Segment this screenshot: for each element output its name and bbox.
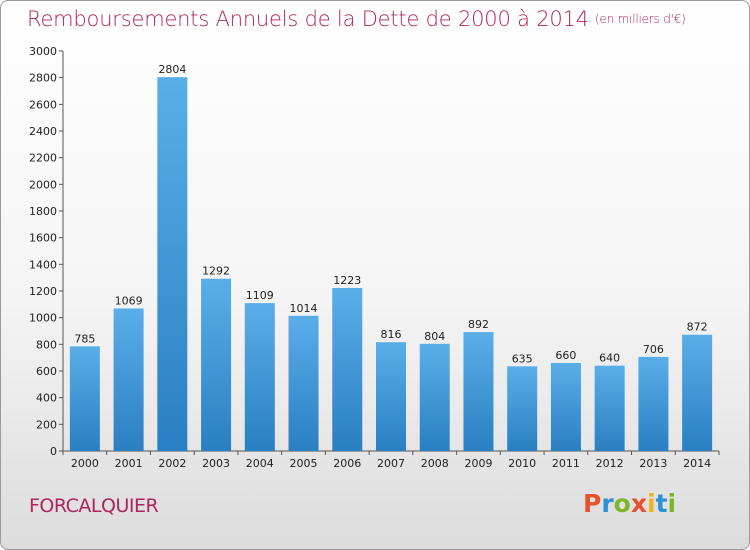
y-tick-label: 2800 xyxy=(29,72,57,85)
y-tick-label: 1200 xyxy=(29,285,57,298)
bar-2013 xyxy=(638,356,669,451)
logo-letter: i xyxy=(647,489,656,518)
x-tick-label: 2012 xyxy=(596,457,624,470)
bar-2008 xyxy=(419,343,450,451)
y-tick-label: 2000 xyxy=(29,178,57,191)
x-tick-label: 2013 xyxy=(639,457,667,470)
commune-name: FORCALQUIER xyxy=(29,495,159,517)
bar-2014 xyxy=(682,334,713,451)
logo-letter: P xyxy=(583,489,602,518)
data-label-2009: 892 xyxy=(468,318,489,331)
chart-subtitle: (en milliers d'€) xyxy=(594,12,686,26)
data-label-2008: 804 xyxy=(424,330,445,343)
data-label-2004: 1109 xyxy=(246,289,274,302)
title-text: Remboursements Annuels de la Dette de 20… xyxy=(27,7,589,31)
x-tick-label: 2010 xyxy=(508,457,536,470)
y-tick-label: 1400 xyxy=(29,258,57,271)
data-label-2003: 1292 xyxy=(202,265,230,278)
y-tick-label: 1800 xyxy=(29,205,57,218)
data-label-2011: 660 xyxy=(555,349,576,362)
bar-2000 xyxy=(69,346,100,451)
x-tick-label: 2006 xyxy=(333,457,361,470)
bar-2003 xyxy=(201,278,232,451)
data-label-2007: 816 xyxy=(381,328,402,341)
data-labels: 785 1069 2804 1292 1109 1014 1223 816 804 892 635 6… xyxy=(74,63,707,365)
bar-2006 xyxy=(332,287,363,451)
x-tick-label: 2000 xyxy=(71,457,99,470)
y-tick-label: 200 xyxy=(36,418,57,431)
y-tick-label: 0 xyxy=(50,445,57,458)
y-tick-label: 1000 xyxy=(29,312,57,325)
bar-2002 xyxy=(157,77,188,451)
y-tick-label: 1600 xyxy=(29,232,57,245)
y-tick-label: 600 xyxy=(36,365,57,378)
x-tick-label: 2002 xyxy=(158,457,186,470)
data-label-2013: 706 xyxy=(643,343,664,356)
logo-letter: o xyxy=(613,489,631,518)
data-label-2014: 872 xyxy=(687,321,708,334)
axes: 0 200 400 600 800 1000 1200 1400 1600 1800 2000 220… xyxy=(29,45,720,470)
x-tick-label: 2003 xyxy=(202,457,230,470)
x-tick-label: 2014 xyxy=(683,457,711,470)
bar-2009 xyxy=(463,332,494,451)
logo-letter: x xyxy=(630,489,647,518)
data-label-2010: 635 xyxy=(512,352,533,365)
bar-2001 xyxy=(113,308,144,451)
y-tick-label: 2600 xyxy=(29,98,57,111)
proxiti-logo: Proxiti xyxy=(583,489,676,518)
data-label-2012: 640 xyxy=(599,352,620,365)
data-label-2000: 785 xyxy=(74,332,95,345)
bar-2004 xyxy=(244,303,275,451)
bar-2005 xyxy=(288,315,319,451)
x-tick-label: 2001 xyxy=(115,457,143,470)
x-tick-label: 2011 xyxy=(552,457,580,470)
y-tick-label: 800 xyxy=(36,338,57,351)
bars xyxy=(69,77,713,451)
data-label-2005: 1014 xyxy=(290,302,318,315)
data-label-2002: 2804 xyxy=(158,63,186,76)
data-label-2006: 1223 xyxy=(333,274,361,287)
logo-letter: i xyxy=(667,489,677,518)
y-tick-label: 3000 xyxy=(29,45,57,58)
bar-2007 xyxy=(376,342,406,451)
x-tick-label: 2007 xyxy=(377,457,405,470)
x-tick-label: 2009 xyxy=(464,457,492,470)
x-tick-label: 2008 xyxy=(421,457,449,470)
data-label-2001: 1069 xyxy=(115,294,143,307)
bar-2010 xyxy=(507,366,538,451)
chart-title: Remboursements Annuels de la Dette de 20… xyxy=(27,7,686,31)
y-tick-label: 2200 xyxy=(29,152,57,165)
logo-letter: r xyxy=(601,489,614,518)
bar-2011 xyxy=(550,363,581,451)
x-tick-label: 2005 xyxy=(290,457,318,470)
y-tick-label: 2400 xyxy=(29,125,57,138)
x-tick-label: 2004 xyxy=(246,457,274,470)
bar-2012 xyxy=(594,365,625,451)
logo-letter: t xyxy=(655,489,668,518)
y-tick-label: 400 xyxy=(36,392,57,405)
